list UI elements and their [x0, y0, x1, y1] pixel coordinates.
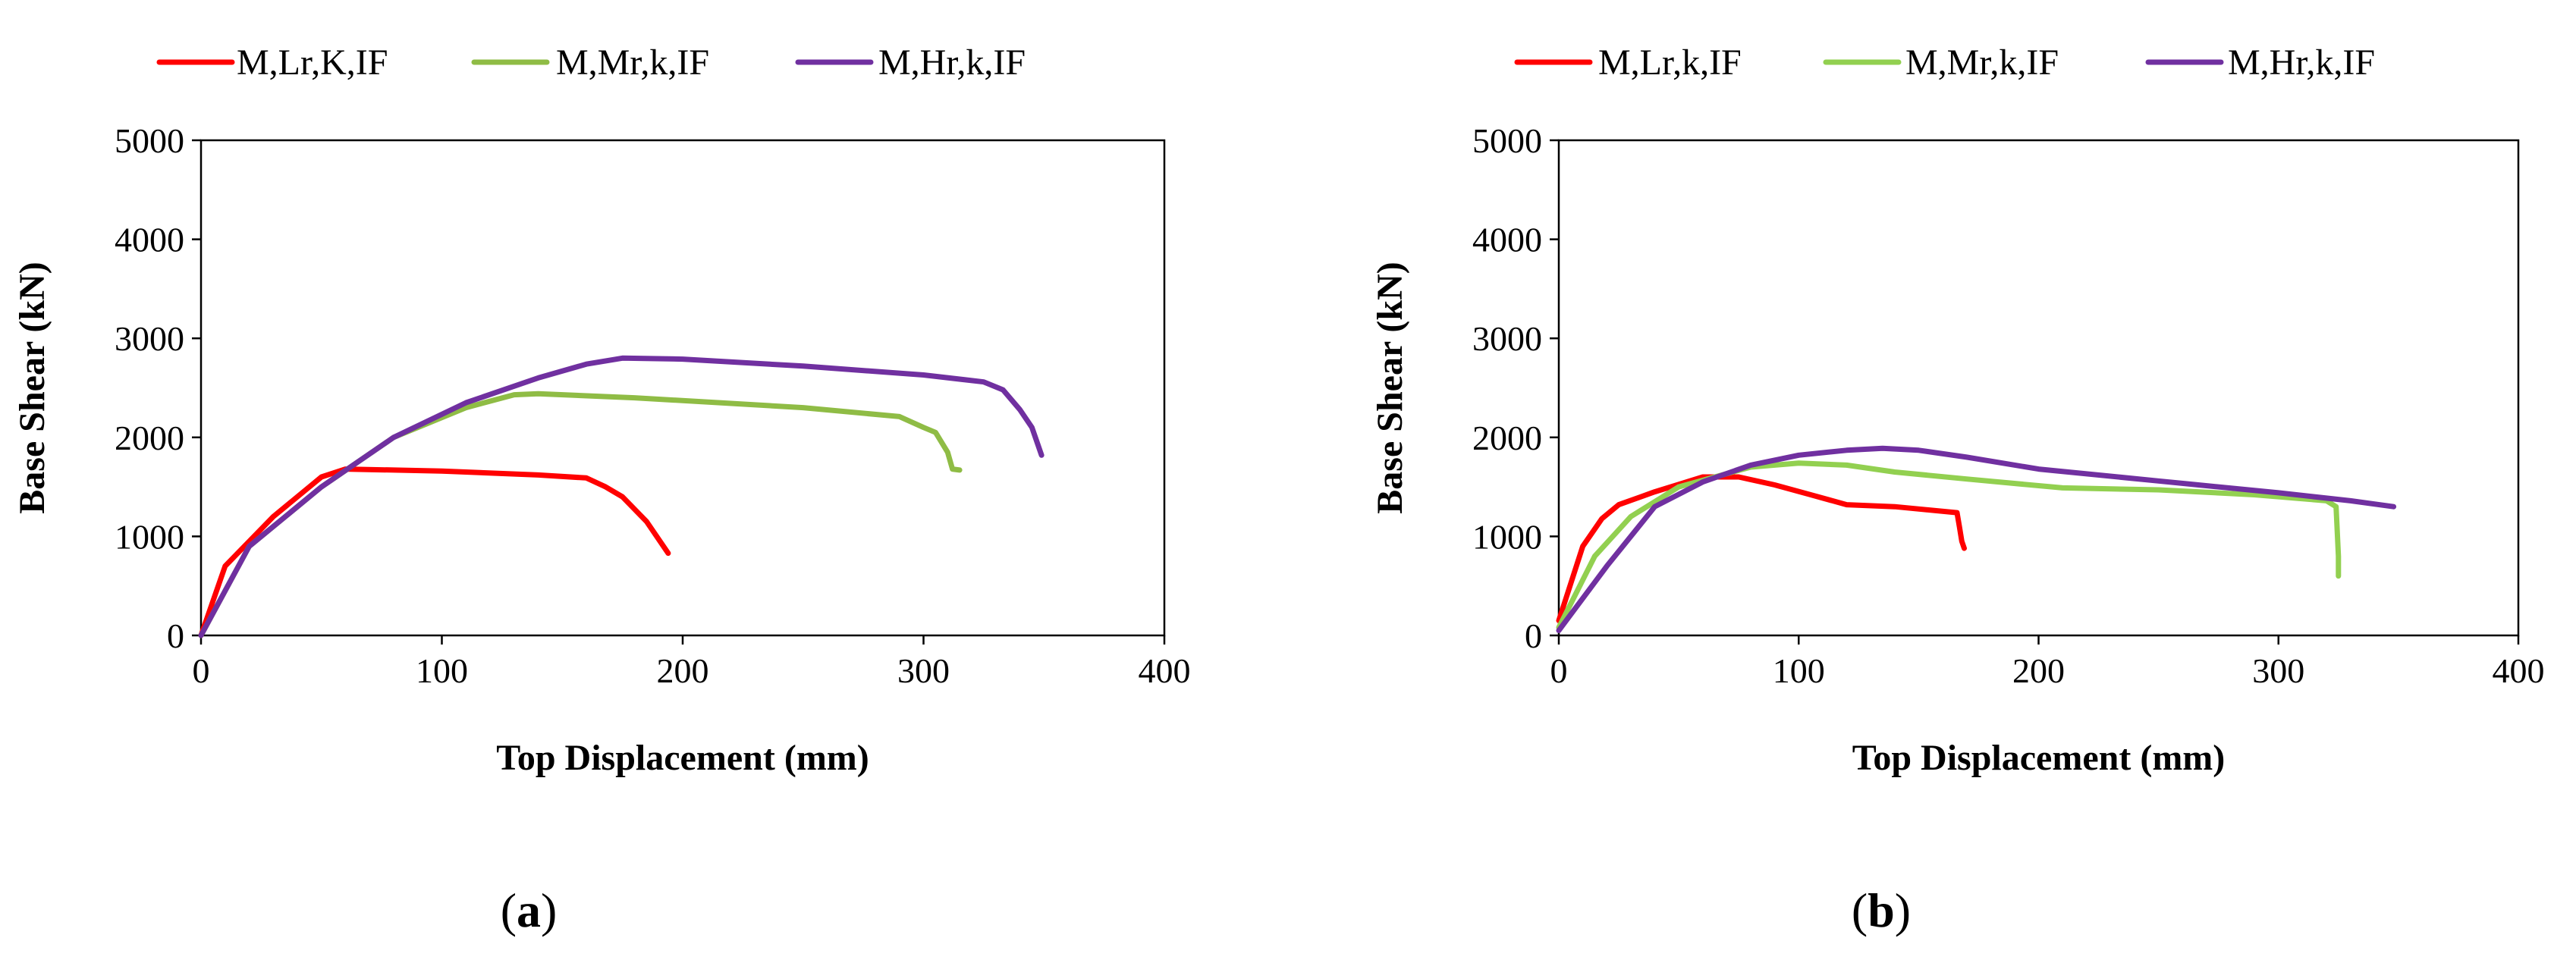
series-line-2: [1556, 460, 2342, 631]
y-tick-label: 2000: [1472, 419, 1542, 457]
y-axis-title: Base Shear (kN): [12, 262, 52, 513]
series-line-3: [198, 355, 1045, 638]
y-tick-label: 0: [1525, 616, 1542, 655]
legend-label-2: M,Mr,k,IF: [556, 42, 709, 83]
y-tick-label: 1000: [1472, 517, 1542, 556]
y-tick-label: 4000: [115, 221, 184, 259]
legend-label-3: M,Hr,k,IF: [2228, 42, 2375, 83]
plot-frame: [1557, 139, 2520, 637]
legend-label-3: M,Hr,k,IF: [878, 42, 1026, 83]
y-tick-label: 5000: [115, 121, 184, 160]
x-tick-label: 300: [897, 651, 950, 690]
x-axis-title: Top Displacement (mm): [1852, 738, 2226, 778]
x-axis-title: Top Displacement (mm): [496, 738, 869, 778]
y-tick-label: 4000: [1472, 221, 1542, 259]
legend-label-2: M,Mr,k,IF: [1905, 42, 2059, 83]
x-tick-label: 400: [2493, 651, 2545, 690]
y-tick-label: 5000: [1472, 121, 1542, 160]
y-tick-label: 3000: [115, 319, 184, 358]
y-tick-label: 1000: [115, 517, 184, 556]
y-tick-label: 0: [167, 616, 184, 655]
series-line-1: [198, 466, 671, 638]
plot-frame: [199, 139, 1166, 637]
x-tick-label: 200: [2012, 651, 2065, 690]
x-tick-label: 400: [1139, 651, 1191, 690]
y-tick-label: 2000: [115, 419, 184, 457]
y-axis-title: Base Shear (kN): [1370, 262, 1410, 513]
panel-b: 0 1000 2000 3000 4000 5000 0 100 200 300 400 Top Di…: [1370, 42, 2545, 937]
panel-label: (b): [1852, 883, 1911, 937]
legend-label-1: M,Lr,K,IF: [237, 42, 388, 83]
panel-label: (a): [501, 883, 558, 937]
x-tick-label: 0: [1550, 651, 1568, 690]
x-tick-label: 100: [416, 651, 468, 690]
x-tick-label: 300: [2252, 651, 2304, 690]
series-line-3: [1556, 445, 2397, 633]
series-line-2: [198, 391, 963, 638]
x-tick-label: 200: [657, 651, 709, 690]
series-line-1: [1556, 474, 1967, 623]
x-tick-label: 100: [1773, 651, 1825, 690]
y-tick-label: 3000: [1472, 319, 1542, 358]
x-tick-label: 0: [193, 651, 210, 690]
panel-a: 0 1000 2000 3000 4000 5000 0 100 200 300 400 Top Di…: [12, 42, 1191, 937]
legend-label-1: M,Lr,k,IF: [1598, 42, 1742, 83]
